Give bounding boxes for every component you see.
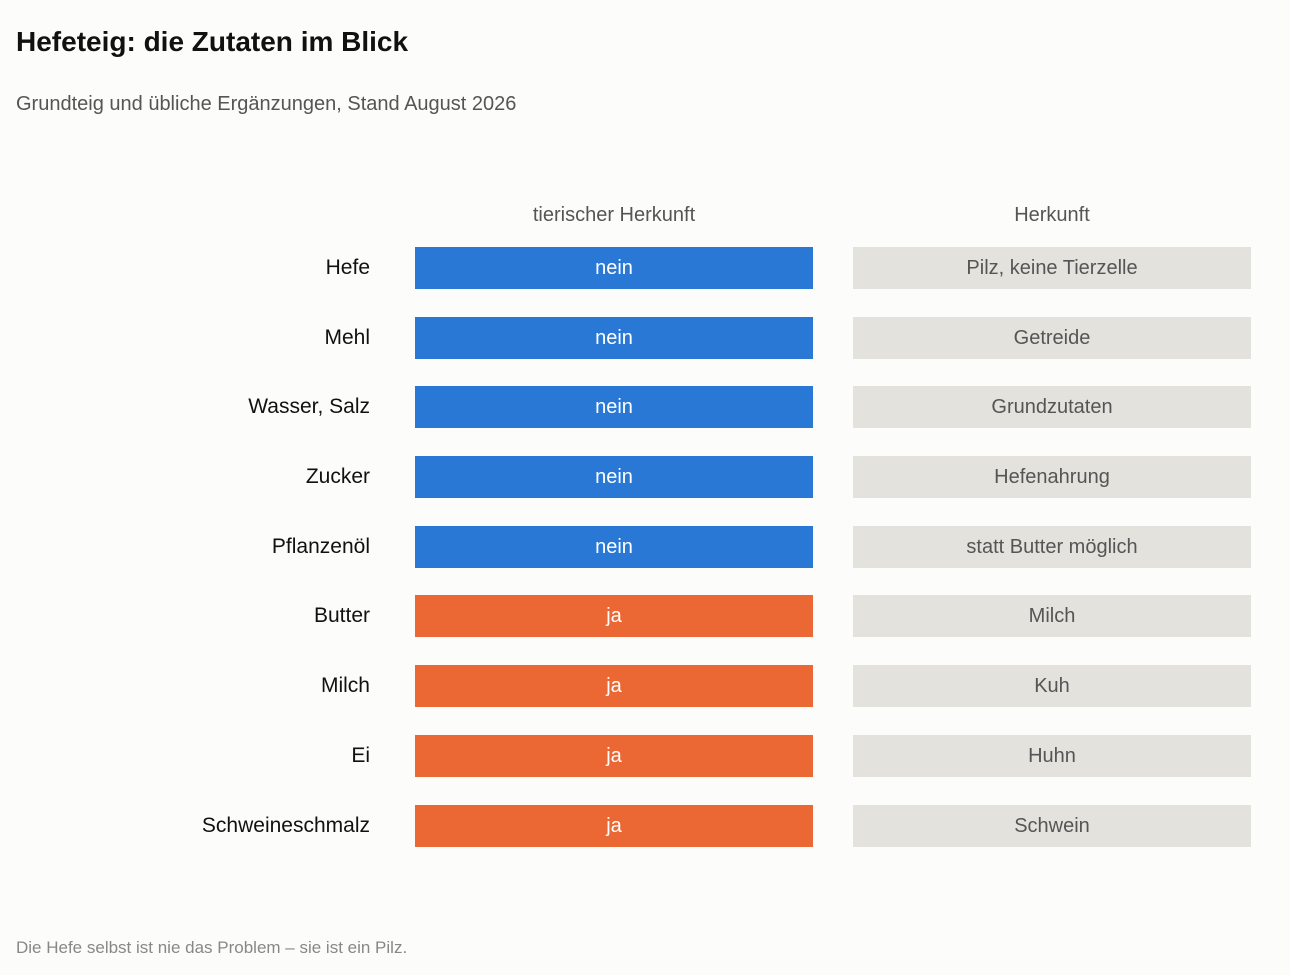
row-label: Schweineschmalz — [201, 813, 370, 837]
row-label: Milch — [320, 674, 370, 698]
animal-origin-cell: nein — [415, 525, 813, 568]
row-label: Hefe — [325, 256, 370, 279]
footnote: Die Hefe selbst ist nie das Problem – si… — [16, 938, 408, 957]
animal-origin-cell: nein — [415, 386, 813, 429]
table-row: Mehl nein Getreide — [0, 316, 1290, 359]
chart-title: Hefeteig: die Zutaten im Blick — [16, 26, 409, 57]
column-header-animal: tierischer Herkunft — [532, 204, 696, 226]
row-label: Butter — [313, 604, 370, 628]
table-row: Wasser, Salz nein Grundzutaten — [0, 386, 1290, 429]
row-label: Zucker — [305, 465, 370, 489]
table-row: Schweineschmalz ja Schwein — [0, 804, 1290, 847]
origin-cell: Kuh — [853, 665, 1251, 708]
row-label: Wasser, Salz — [248, 395, 370, 419]
origin-cell: statt Butter möglich — [853, 525, 1251, 568]
origin-cell: Huhn — [853, 734, 1251, 777]
column-header-origin: Herkunft — [1014, 204, 1090, 226]
animal-origin-cell: ja — [415, 804, 813, 847]
table-row: Ei ja Huhn — [0, 734, 1290, 777]
animal-origin-cell: ja — [415, 734, 813, 777]
origin-cell: Milch — [853, 595, 1251, 638]
animal-origin-cell: nein — [415, 247, 813, 289]
origin-cell: Schwein — [853, 804, 1251, 847]
table-row: Butter ja Milch — [0, 595, 1290, 638]
origin-cell: Pilz, keine Tierzelle — [853, 247, 1251, 289]
origin-cell: Grundzutaten — [853, 386, 1251, 429]
animal-origin-cell: nein — [415, 456, 813, 499]
table-row: Pflanzenöl nein statt Butter möglich — [0, 525, 1290, 568]
chart-subtitle: Grundteig und übliche Ergänzungen, Stand… — [16, 93, 517, 115]
origin-cell: Getreide — [853, 316, 1251, 359]
animal-origin-cell: ja — [415, 595, 813, 638]
row-label: Ei — [351, 743, 370, 767]
table-row: Zucker nein Hefenahrung — [0, 456, 1290, 499]
origin-cell: Hefenahrung — [853, 456, 1251, 499]
row-label: Mehl — [324, 325, 370, 349]
animal-origin-cell: ja — [415, 665, 813, 708]
row-label: Pflanzenöl — [271, 534, 370, 558]
ingredient-table: Hefe nein Pilz, keine Tierzelle Mehl nein Get… — [0, 247, 1290, 874]
animal-origin-cell: nein — [415, 316, 813, 359]
table-row: Milch ja Kuh — [0, 665, 1290, 708]
table-row: Hefe nein Pilz, keine Tierzelle — [0, 247, 1290, 289]
